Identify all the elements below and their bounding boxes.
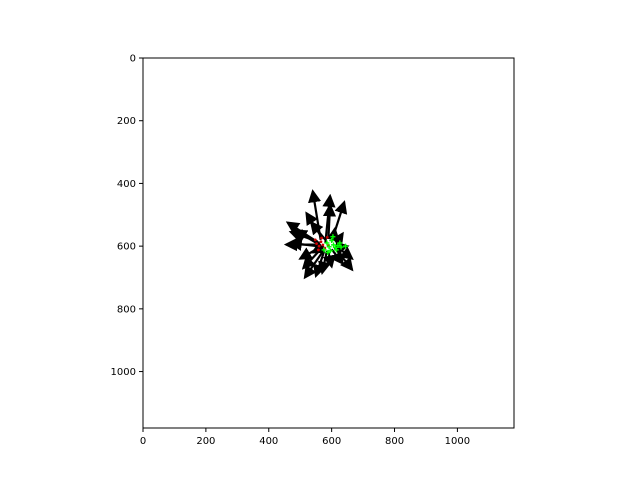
green-point xyxy=(338,244,344,250)
green-point xyxy=(330,234,336,240)
y-tick-label: 0 xyxy=(130,54,136,65)
green-point xyxy=(325,249,331,255)
plot-frame xyxy=(142,57,515,429)
x-tick-label: 200 xyxy=(196,436,215,447)
red-point xyxy=(317,244,321,248)
y-axis: 0 200 400 600 800 1000 xyxy=(111,54,143,378)
y-tick-label: 800 xyxy=(117,304,136,315)
x-tick-label: 600 xyxy=(322,436,341,447)
y-tick-label: 600 xyxy=(117,242,136,253)
quiver-arrow xyxy=(322,203,337,237)
x-tick-label: 1000 xyxy=(445,436,470,447)
x-tick-label: 0 xyxy=(140,436,146,447)
green-point xyxy=(333,247,339,253)
green-point xyxy=(331,242,337,248)
green-point xyxy=(342,243,348,249)
x-tick-label: 800 xyxy=(385,436,404,447)
x-axis: 0 200 400 600 800 1000 xyxy=(140,428,470,447)
green-point xyxy=(335,243,341,249)
red-point xyxy=(315,242,318,246)
y-tick-label: 1000 xyxy=(111,367,136,378)
quiver-arrow xyxy=(309,220,327,241)
red-point xyxy=(325,235,329,239)
quiver-arrow xyxy=(322,252,336,269)
green-point xyxy=(329,237,335,243)
red-point xyxy=(321,243,325,247)
plot-layer xyxy=(283,189,354,280)
y-tick-label: 400 xyxy=(117,179,136,190)
green-point xyxy=(327,248,333,254)
red-point xyxy=(319,240,323,244)
green-point xyxy=(321,247,327,253)
green-point xyxy=(326,244,332,250)
x-tick-label: 400 xyxy=(259,436,278,447)
y-tick-label: 200 xyxy=(117,116,136,127)
green-point xyxy=(332,244,338,250)
red-point xyxy=(317,248,320,252)
red-point xyxy=(313,238,317,242)
quiver-arrow xyxy=(293,229,320,246)
green-point xyxy=(337,240,343,246)
red-point xyxy=(320,236,323,240)
green-point xyxy=(324,240,330,246)
